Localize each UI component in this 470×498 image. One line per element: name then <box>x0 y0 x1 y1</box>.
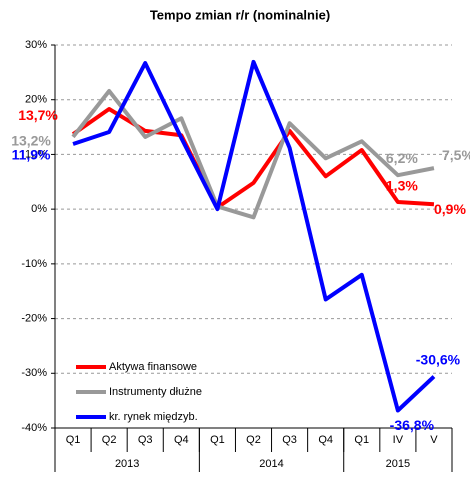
data-label: 0,9% <box>434 201 466 217</box>
data-label: -30,6% <box>416 351 461 367</box>
line-series <box>71 88 435 220</box>
y-tick-label: 0% <box>31 203 47 215</box>
y-tick-label: -10% <box>21 258 47 270</box>
x-tick-label: Q4 <box>174 434 189 446</box>
x-group-label: 2014 <box>259 458 283 470</box>
x-tick-label: Q3 <box>138 434 153 446</box>
x-tick-label: Q1 <box>210 434 225 446</box>
data-label: -36,8% <box>390 417 435 433</box>
x-tick-label: Q1 <box>354 434 369 446</box>
x-tick-label: IV <box>393 434 404 446</box>
x-group-label: 2013 <box>115 458 139 470</box>
data-label: 1,3% <box>386 178 418 194</box>
data-label: 6,2% <box>386 150 418 166</box>
y-tick-label: 10% <box>25 148 47 160</box>
x-tick-label: Q2 <box>246 434 261 446</box>
legend-label: kr. rynek międzyb. <box>109 411 198 423</box>
y-tick-label: 30% <box>25 39 47 51</box>
x-group-label: 2015 <box>386 458 410 470</box>
x-tick-label: Q1 <box>66 434 81 446</box>
x-tick-label: Q2 <box>102 434 117 446</box>
y-tick-label: -30% <box>21 367 47 379</box>
legend-label: Aktywa finansowe <box>109 361 197 373</box>
x-tick-label: Q3 <box>282 434 297 446</box>
x-tick-label: V <box>430 434 438 446</box>
y-tick-label: 20% <box>25 94 47 106</box>
chart-title: Tempo zmian r/r (nominalnie) <box>150 7 330 22</box>
legend-label: Instrumenty dłużne <box>109 386 202 398</box>
x-tick-label: Q4 <box>318 434 333 446</box>
y-tick-label: -20% <box>21 312 47 324</box>
data-label: 13,7% <box>18 107 58 123</box>
data-label: 7,5% <box>442 147 470 163</box>
data-label: 11,9% <box>12 147 51 163</box>
data-label: 13,2% <box>11 133 51 149</box>
line-series <box>72 59 436 413</box>
y-tick-label: -40% <box>21 422 47 434</box>
